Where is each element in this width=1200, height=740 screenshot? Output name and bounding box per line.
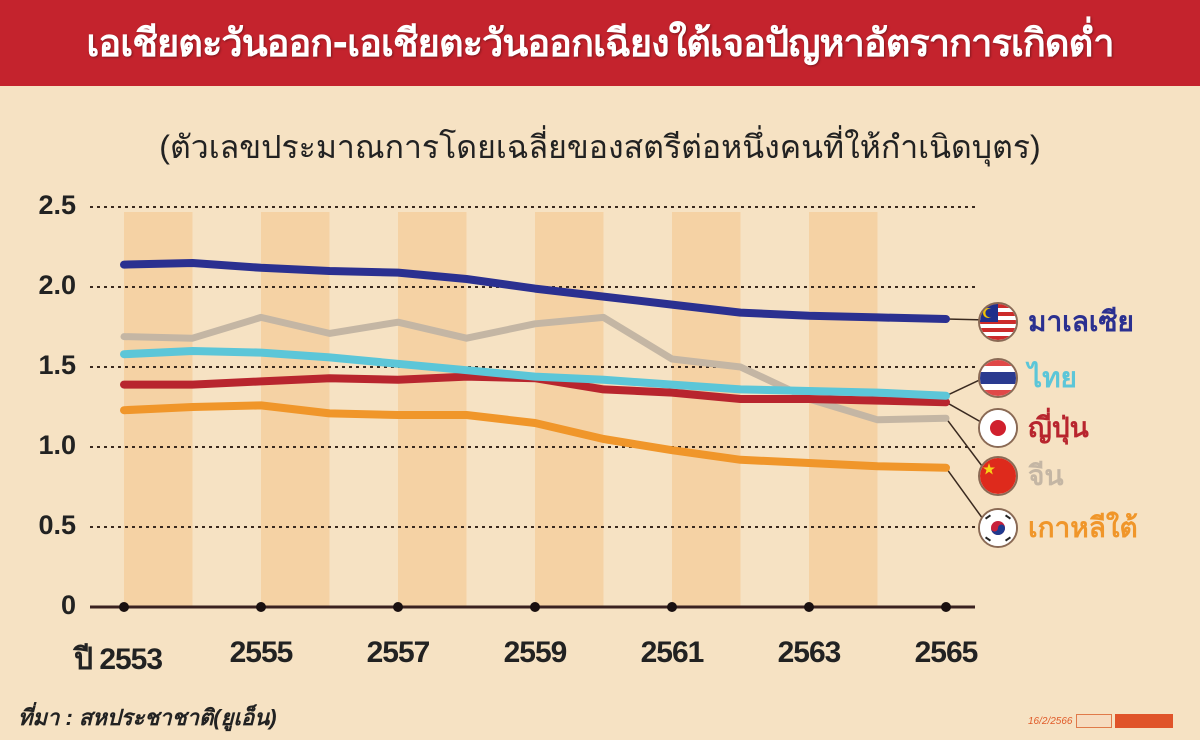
x-axis-tick-dot bbox=[804, 602, 814, 612]
source-note: ที่มา : สหประชาชาติ(ยูเอ็น) bbox=[18, 705, 277, 730]
thailand-flag-icon bbox=[978, 358, 1018, 398]
chart-title: เอเชียตะวันออก-เอเชียตะวันออกเฉียงใต้เจอ… bbox=[86, 21, 1114, 65]
x-tick-label: 2561 bbox=[640, 636, 705, 669]
x-tick-label: 2563 bbox=[777, 636, 842, 669]
legend-label: ไทย bbox=[1028, 361, 1077, 394]
south-korea-flag-icon bbox=[978, 508, 1018, 548]
y-tick-label: 2.0 bbox=[38, 270, 76, 300]
chart-subtitle: (ตัวเลขประมาณการโดยเฉลี่ยของสตรีต่อหนึ่ง… bbox=[159, 129, 1041, 165]
legend-item-thailand: ไทย bbox=[978, 356, 1077, 400]
credit: 16/2/2566 bbox=[1028, 714, 1173, 728]
series-line-thailand bbox=[120, 347, 950, 400]
y-tick-label: 0 bbox=[60, 590, 76, 620]
y-tick-label: 2.5 bbox=[38, 190, 76, 220]
column-band bbox=[535, 212, 604, 607]
x-tick-label: 2557 bbox=[366, 636, 431, 669]
x-axis-tick-dot bbox=[941, 602, 951, 612]
x-axis-tick-dot bbox=[530, 602, 540, 612]
x-tick-label: 2555 bbox=[229, 636, 294, 669]
x-tick-label: 2559 bbox=[503, 636, 568, 669]
header-banner: เอเชียตะวันออก-เอเชียตะวันออกเฉียงใต้เจอ… bbox=[0, 0, 1200, 86]
legend-item-south-korea: เกาหลีใต้ bbox=[978, 506, 1138, 550]
legend-item-japan: ญี่ปุ่น bbox=[978, 406, 1089, 450]
x-tick-label: ปี 2553 bbox=[73, 643, 163, 676]
x-tick-label: 2565 bbox=[914, 636, 979, 669]
china-flag-icon bbox=[978, 456, 1018, 496]
x-axis-tick-dot bbox=[119, 602, 129, 612]
y-tick-label: 1.0 bbox=[38, 430, 76, 460]
column-band bbox=[672, 212, 741, 607]
legend-label: มาเลเซีย bbox=[1028, 305, 1134, 338]
x-axis-tick-dot bbox=[256, 602, 266, 612]
legend-item-china: จีน bbox=[978, 454, 1064, 498]
y-tick-label: 1.5 bbox=[38, 350, 76, 380]
legend-label: ญี่ปุ่น bbox=[1028, 411, 1089, 444]
publisher-logo-left bbox=[1075, 714, 1112, 728]
y-tick-label: 0.5 bbox=[38, 510, 76, 540]
japan-flag-icon bbox=[978, 408, 1018, 448]
legend-item-malaysia: มาเลเซีย bbox=[978, 300, 1134, 344]
series-line-south-korea bbox=[120, 401, 950, 472]
malaysia-flag-icon bbox=[978, 302, 1018, 342]
publisher-logo-right bbox=[1114, 714, 1173, 728]
legend-label: เกาหลีใต้ bbox=[1028, 511, 1138, 544]
series-line-malaysia bbox=[120, 259, 950, 323]
credit-date: 16/2/2566 bbox=[1028, 715, 1073, 727]
x-axis-tick-dot bbox=[667, 602, 677, 612]
legend-label: จีน bbox=[1028, 459, 1064, 492]
x-axis-tick-dot bbox=[393, 602, 403, 612]
